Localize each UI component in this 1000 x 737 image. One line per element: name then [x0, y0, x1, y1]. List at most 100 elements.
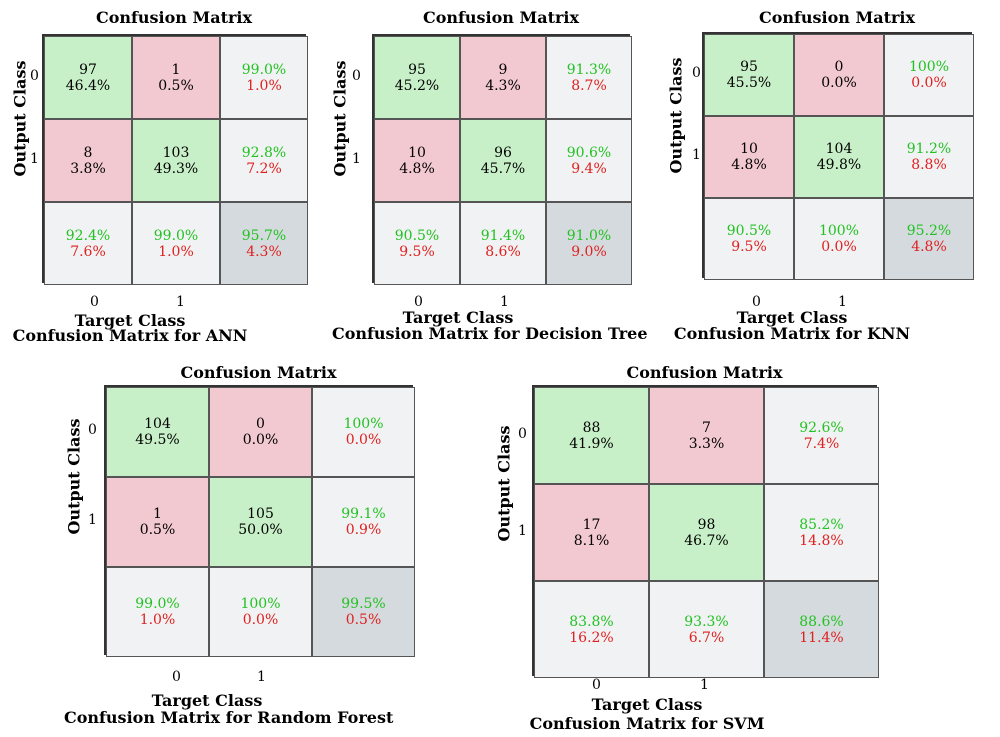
- matrix-summary-cell: 99.0% 1.0%: [132, 202, 220, 285]
- matrix-count-cell: 95 45.2%: [374, 36, 460, 119]
- confusion-matrix-panel: Confusion Matrix 95 45.2% 9 4.3% 91.3% 8.7% 10 4…: [330, 8, 650, 378]
- matrix-count-cell: 17 8.1%: [534, 484, 649, 581]
- matrix-summary-cell: 95.7% 4.3%: [220, 202, 308, 285]
- figure-caption: Confusion Matrix for SVM: [529, 714, 765, 733]
- cell-error-rate: 0.0%: [821, 239, 857, 255]
- cell-error-rate: 4.3%: [246, 243, 282, 260]
- cell-correct-rate: 99.0%: [153, 227, 199, 244]
- row-tick-label: 1: [692, 147, 701, 163]
- matrix-title: Confusion Matrix: [422, 8, 580, 27]
- cell-count: 17: [582, 516, 601, 533]
- matrix-count-cell: 95 45.5%: [704, 34, 794, 116]
- cell-percent: 49.8%: [816, 157, 862, 173]
- matrix-summary-cell: 92.6% 7.4%: [764, 387, 879, 484]
- column-tick-label: 0: [414, 294, 423, 310]
- cell-correct-rate: 83.8%: [569, 613, 614, 630]
- row-tick-label: 0: [352, 67, 361, 84]
- cell-error-rate: 16.2%: [569, 629, 614, 646]
- matrix-summary-cell: 85.2% 14.8%: [764, 484, 879, 581]
- cell-correct-rate: 93.3%: [684, 613, 729, 630]
- cell-count: 0: [256, 416, 265, 432]
- matrix-summary-cell: 91.0% 9.0%: [546, 202, 632, 285]
- cell-error-rate: 14.8%: [799, 532, 844, 549]
- matrix-summary-cell: 95.2% 4.8%: [884, 198, 974, 280]
- cell-error-rate: 7.4%: [803, 435, 840, 452]
- x-axis-label: Target Class: [151, 691, 263, 710]
- cell-count: 96: [494, 144, 512, 161]
- cell-error-rate: 1.0%: [158, 243, 194, 260]
- cell-percent: 0.0%: [242, 432, 279, 448]
- matrix-count-cell: 96 45.7%: [460, 119, 546, 202]
- matrix-summary-cell: 90.5% 9.5%: [374, 202, 460, 285]
- cell-correct-rate: 100%: [818, 223, 860, 239]
- cell-error-rate: 0.9%: [345, 522, 382, 538]
- cell-correct-rate: 92.6%: [799, 419, 844, 436]
- matrix-summary-cell: 93.3% 6.7%: [649, 581, 764, 678]
- cell-percent: 4.8%: [399, 160, 435, 177]
- cell-correct-rate: 100%: [908, 59, 950, 75]
- matrix-grid: 95 45.5% 0 0.0% 100% 0.0% 10 4.8% 104 49.8% 91.2% 8…: [702, 32, 974, 280]
- cell-percent: 49.3%: [153, 160, 199, 177]
- cell-error-rate: 8.7%: [571, 77, 607, 94]
- cell-error-rate: 4.8%: [911, 239, 947, 255]
- cell-correct-rate: 99.0%: [135, 596, 180, 612]
- y-axis-label: Output Class: [666, 57, 686, 174]
- matrix-summary-cell: 92.4% 7.6%: [44, 202, 132, 285]
- cell-percent: 49.5%: [135, 432, 180, 448]
- matrix-title: Confusion Matrix: [95, 8, 253, 27]
- matrix-title: Confusion Matrix: [758, 8, 916, 27]
- matrix-count-cell: 1 0.5%: [106, 477, 209, 567]
- cell-correct-rate: 85.2%: [799, 516, 844, 533]
- matrix-count-cell: 97 46.4%: [44, 36, 132, 119]
- matrix-count-cell: 8 3.8%: [44, 119, 132, 202]
- cell-error-rate: 6.7%: [688, 629, 725, 646]
- cell-correct-rate: 91.2%: [906, 141, 952, 157]
- cell-count: 88: [582, 419, 601, 436]
- cell-error-rate: 1.0%: [139, 612, 176, 628]
- figure-caption: Confusion Matrix for Random Forest: [64, 708, 394, 727]
- column-tick-label: 0: [90, 294, 99, 310]
- cell-correct-rate: 99.0%: [241, 61, 287, 78]
- matrix-count-cell: 98 46.7%: [649, 484, 764, 581]
- column-tick-label: 0: [172, 669, 181, 685]
- confusion-matrix-panel: Confusion Matrix 97 46.4% 1 0.5% 99.0% 1.0% 8 3.…: [0, 8, 308, 378]
- cell-correct-rate: 100%: [343, 416, 384, 432]
- cell-percent: 50.0%: [238, 522, 283, 538]
- cell-error-rate: 9.5%: [399, 243, 435, 260]
- cell-count: 10: [408, 144, 426, 161]
- matrix-grid: 88 41.9% 7 3.3% 92.6% 7.4% 17 8.1% 98 46.7% 85.2% 1…: [532, 385, 879, 678]
- row-tick-label: 1: [30, 150, 39, 167]
- cell-error-rate: 1.0%: [246, 77, 282, 94]
- matrix-summary-cell: 88.6% 11.4%: [764, 581, 879, 678]
- matrix-count-cell: 0 0.0%: [794, 34, 884, 116]
- y-axis-label: Output Class: [494, 425, 514, 542]
- column-tick-label: 1: [500, 294, 509, 310]
- y-axis-label: Output Class: [10, 60, 30, 177]
- cell-percent: 0.0%: [821, 75, 857, 91]
- column-tick-label: 1: [257, 669, 266, 685]
- matrix-summary-cell: 83.8% 16.2%: [534, 581, 649, 678]
- cell-count: 95: [408, 61, 426, 78]
- matrix-count-cell: 0 0.0%: [209, 387, 312, 477]
- confusion-matrix-panel: Confusion Matrix 104 49.5% 0 0.0% 100% 0.0% 1 0.…: [62, 363, 417, 733]
- cell-correct-rate: 100%: [240, 596, 281, 612]
- cell-error-rate: 0.5%: [345, 612, 382, 628]
- row-tick-label: 0: [518, 425, 527, 442]
- cell-percent: 0.5%: [139, 522, 176, 538]
- cell-count: 7: [702, 419, 711, 436]
- cell-error-rate: 7.6%: [70, 243, 106, 260]
- cell-percent: 41.9%: [569, 435, 614, 452]
- matrix-count-cell: 9 4.3%: [460, 36, 546, 119]
- cell-error-rate: 8.8%: [911, 157, 947, 173]
- cell-error-rate: 0.0%: [345, 432, 382, 448]
- cell-count: 9: [498, 61, 508, 78]
- matrix-count-cell: 7 3.3%: [649, 387, 764, 484]
- figure-caption: Confusion Matrix for Decision Tree: [332, 324, 648, 343]
- confusion-matrix-panel: Confusion Matrix 88 41.9% 7 3.3% 92.6% 7.4% 17 8…: [490, 363, 885, 733]
- cell-correct-rate: 95.7%: [241, 227, 287, 244]
- cell-count: 10: [740, 141, 758, 157]
- cell-error-rate: 9.5%: [731, 239, 767, 255]
- cell-correct-rate: 90.5%: [394, 227, 440, 244]
- matrix-count-cell: 103 49.3%: [132, 119, 220, 202]
- cell-percent: 8.1%: [573, 532, 610, 549]
